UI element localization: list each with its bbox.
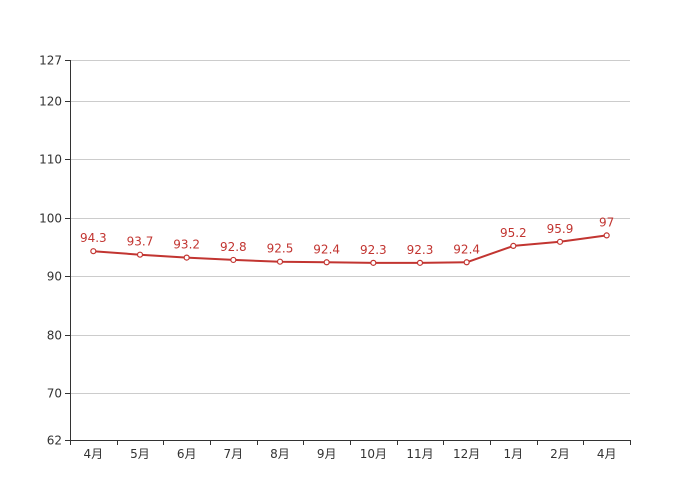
x-tick-label: 4月 bbox=[597, 447, 617, 461]
data-label: 92.8 bbox=[220, 240, 247, 254]
axes: 62 70 80 90 100 110 120 127 4月 5月 6月 7月 8月 9月 10月 11月 12… bbox=[39, 54, 631, 461]
data-label: 92.5 bbox=[267, 242, 294, 256]
x-tick-label: 8月 bbox=[270, 447, 290, 461]
x-tick-label: 10月 bbox=[360, 447, 387, 461]
y-tick-label: 80 bbox=[47, 329, 62, 343]
data-point bbox=[136, 251, 144, 258]
data-label: 92.4 bbox=[313, 242, 340, 256]
data-point bbox=[370, 259, 377, 266]
data-point bbox=[416, 259, 424, 266]
data-point bbox=[510, 242, 517, 250]
data-label: 97 bbox=[599, 215, 614, 229]
data-label: 94.3 bbox=[80, 231, 107, 245]
y-tick-label: 100 bbox=[39, 212, 62, 226]
x-tick-label: 1月 bbox=[504, 447, 524, 461]
grid-lines bbox=[70, 60, 630, 394]
data-point bbox=[463, 259, 470, 266]
data-label: 92.4 bbox=[453, 242, 480, 256]
data-point bbox=[603, 232, 610, 239]
y-tick-label: 70 bbox=[47, 387, 62, 401]
x-tick-label: 9月 bbox=[317, 447, 337, 461]
data-point bbox=[276, 258, 284, 265]
data-label: 95.9 bbox=[547, 222, 574, 236]
data-label: 92.3 bbox=[360, 243, 387, 257]
y-tick-label: 127 bbox=[39, 54, 62, 68]
data-labels: 94.3 93.7 93.2 92.8 92.5 92.4 92.3 92.3 92.4 95.2… bbox=[80, 215, 614, 256]
data-point bbox=[556, 238, 564, 245]
y-tick-label: 110 bbox=[39, 153, 62, 167]
x-tick-label: 7月 bbox=[224, 447, 244, 461]
data-point bbox=[230, 256, 237, 264]
x-tick-label: 4月 bbox=[84, 447, 104, 461]
data-point bbox=[183, 254, 190, 261]
y-tick-label: 90 bbox=[47, 270, 62, 284]
x-tick-label: 6月 bbox=[177, 447, 197, 461]
x-tick-label: 11月 bbox=[406, 447, 433, 461]
y-tick-label: 120 bbox=[39, 95, 62, 109]
data-label: 93.7 bbox=[127, 235, 154, 249]
data-point bbox=[323, 259, 330, 266]
data-point bbox=[90, 248, 97, 255]
y-tick-label: 62 bbox=[47, 434, 62, 448]
x-tick-label: 2月 bbox=[550, 447, 570, 461]
series-line bbox=[93, 234, 607, 264]
data-label: 93.2 bbox=[173, 238, 200, 252]
x-tick-label: 12月 bbox=[453, 447, 480, 461]
data-label: 92.3 bbox=[407, 243, 434, 257]
series-layer bbox=[90, 232, 610, 266]
x-tick-label: 5月 bbox=[130, 447, 150, 461]
data-label: 95.2 bbox=[500, 226, 527, 240]
